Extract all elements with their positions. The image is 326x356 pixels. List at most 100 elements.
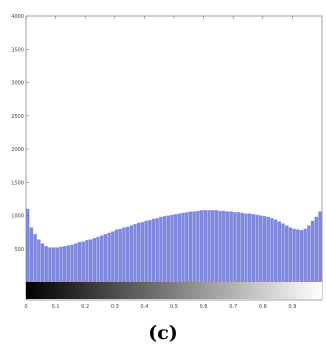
histogram-bar [29,227,34,282]
histogram-bar [40,243,45,282]
y-tick-label: 4000 [11,14,24,20]
histogram-bar [155,218,159,282]
histogram-bar [270,218,274,282]
x-tick-label: 0.3 [111,304,119,310]
histogram-bar [196,210,200,282]
histogram-bar [277,221,281,282]
histogram-bar [107,232,111,282]
histogram-bar [181,212,185,282]
histogram-bar [310,220,315,282]
histogram-bar [240,212,244,282]
histogram-bar [192,211,196,282]
grayscale-colorbar [26,282,322,299]
y-axis: 500 1000 1500 2000 2500 3000 3500 4000 [11,14,29,253]
x-tick-label: 0.7 [229,304,237,310]
histogram-bar [122,227,126,282]
histogram-bar [55,247,59,282]
histogram-bar [244,213,248,282]
x-tick-label: 0.9 [288,304,296,310]
x-tick-label: 0 [24,304,27,310]
histogram-bar [111,231,115,282]
histogram-bar [288,227,293,282]
histogram-bar [133,224,137,282]
histogram-bar [307,225,311,282]
histogram-bar [37,239,41,282]
histogram-bar [281,223,285,282]
histogram-bar [51,247,56,282]
x-tick-label: 0.6 [200,304,208,310]
histogram-bar [225,211,230,282]
histogram-bar [255,214,259,282]
histogram-bar [207,210,211,282]
histogram-bar [251,214,256,282]
histogram-bar [229,211,233,282]
histogram-bar [188,211,193,282]
histogram-bar [159,216,163,282]
histogram-bar [248,213,252,282]
x-tick-label: 0.1 [52,304,60,310]
histogram-bar [129,225,133,282]
histogram-bar [88,239,93,282]
histogram-bar [151,218,156,282]
histogram-bar [81,241,85,282]
histogram-bar [48,247,52,282]
histogram-bar [148,220,152,282]
histogram-bar [211,210,215,282]
histogram-bar [236,212,241,282]
histogram-bar [137,222,141,282]
histogram-bar [74,243,78,282]
y-tick-label: 2500 [11,114,24,120]
histogram-bar [44,246,48,282]
histogram-bar [118,228,122,282]
histogram-bar [114,229,119,282]
histogram-bar [166,215,170,282]
histogram-bar [266,216,270,282]
x-axis: 0 0.1 0.2 0.3 0.4 0.5 0.6 0.7 0.8 0.9 [24,16,296,310]
histogram-bar [103,234,108,282]
histogram-bar [273,219,278,282]
histogram-bar [125,226,130,282]
histogram-bar [262,216,267,282]
histogram-bar [218,210,222,282]
histogram-bar [70,244,74,282]
histogram-bar [66,245,71,282]
x-tick-label: 0.5 [170,304,178,310]
histogram-bar [214,210,219,282]
y-tick-label: 3000 [11,81,24,87]
histogram-bar [174,214,178,282]
histogram-bar [314,216,318,282]
histogram-bar [222,210,226,282]
histogram-bar [170,214,174,282]
histogram-bar [292,228,296,282]
histogram-bar [96,236,100,282]
histogram-bar [299,230,304,282]
histogram-bar [63,246,67,282]
histogram-bar [144,220,148,282]
histogram-bar [140,222,145,282]
y-tick-label: 3500 [11,47,24,53]
histogram-bar [303,228,307,282]
histogram-bar [185,212,189,282]
histogram-bar [77,242,82,282]
y-tick-label: 1500 [11,180,24,186]
histogram-bar [92,238,96,282]
x-tick-label: 0.4 [140,304,148,310]
histogram-bar [233,212,237,282]
histogram-bars [26,208,322,282]
histogram-bar [318,211,322,282]
x-tick-label: 0.2 [81,304,89,310]
histogram-bar [100,235,104,282]
histogram-bar [59,246,63,282]
histogram-bar [285,225,289,282]
histogram-bar [203,210,207,282]
histogram-bar [296,229,300,282]
histogram-bar [85,240,89,282]
figure-caption: (c) [148,322,178,344]
y-tick-label: 500 [14,247,24,253]
histogram-bar [199,210,204,282]
histogram-bar [177,213,182,282]
x-tick-label: 0.8 [259,304,267,310]
histogram-bar [26,208,30,282]
histogram-bar [259,215,263,282]
